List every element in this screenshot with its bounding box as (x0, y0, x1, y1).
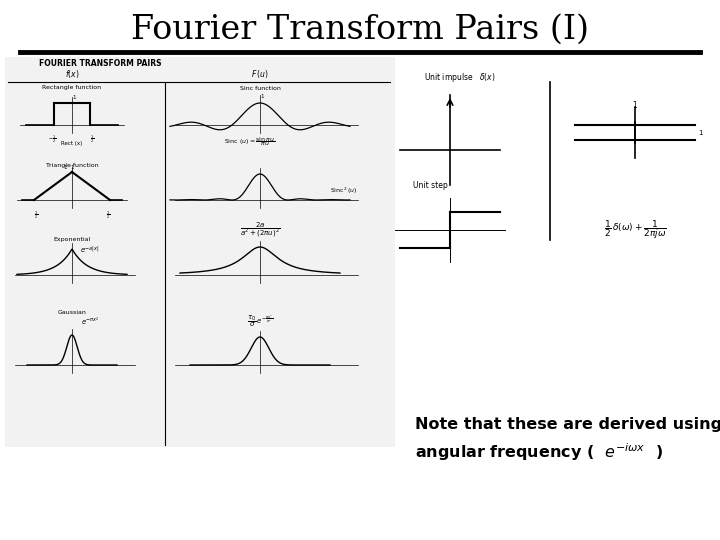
Text: $\dfrac{1}{2}\,\delta(\omega)+\dfrac{1}{2\pi j\omega}$: $\dfrac{1}{2}\,\delta(\omega)+\dfrac{1}{… (603, 219, 666, 241)
Text: 1  1: 1 1 (64, 165, 74, 170)
Text: angular frequency (  $e^{-i\omega x}$  ): angular frequency ( $e^{-i\omega x}$ ) (415, 441, 663, 463)
Text: Rectangle function: Rectangle function (42, 85, 102, 91)
Text: FOURIER TRANSFORM PAIRS: FOURIER TRANSFORM PAIRS (39, 58, 161, 68)
Text: $\frac{1}{2}$: $\frac{1}{2}$ (106, 209, 110, 220)
Text: Unit step: Unit step (413, 180, 447, 190)
Text: $-\frac{1}{2}$: $-\frac{1}{2}$ (48, 133, 56, 145)
Text: $f(x)$: $f(x)$ (65, 68, 79, 80)
Text: $e^{-\pi x^2}$: $e^{-\pi x^2}$ (81, 316, 99, 328)
Text: Sinc $(u)=\dfrac{\sin\pi u}{\pi u}$: Sinc $(u)=\dfrac{\sin\pi u}{\pi u}$ (225, 135, 276, 148)
Text: Triangle function: Triangle function (45, 163, 99, 167)
Text: 1: 1 (633, 100, 637, 110)
Text: Unit impulse   $\delta(x)$: Unit impulse $\delta(x)$ (424, 71, 496, 84)
Text: Rect (x): Rect (x) (61, 141, 83, 146)
Text: Exponential: Exponential (53, 238, 91, 242)
Text: 1: 1 (260, 94, 264, 99)
Text: $e^{-a|x|}$: $e^{-a|x|}$ (81, 244, 99, 255)
Text: Fourier Transform Pairs (I): Fourier Transform Pairs (I) (131, 14, 589, 46)
Bar (5, 57, 395, 447)
Text: $\dfrac{2a}{a^2+(2\pi u)^2}$: $\dfrac{2a}{a^2+(2\pi u)^2}$ (240, 220, 280, 239)
Text: $F\,(u)$: $F\,(u)$ (251, 68, 269, 80)
Text: $\frac{1}{2}$: $\frac{1}{2}$ (90, 133, 94, 145)
Text: Sinc$^2\,(u)$: Sinc$^2\,(u)$ (330, 186, 357, 196)
Text: Gaussian: Gaussian (58, 309, 86, 314)
Text: $\dfrac{\tau_0}{\sigma}\,e^{-\frac{\pi u^2}{\sigma^2}}$: $\dfrac{\tau_0}{\sigma}\,e^{-\frac{\pi u… (247, 314, 273, 329)
Text: Note that these are derived using: Note that these are derived using (415, 417, 720, 433)
Text: Sinc function: Sinc function (240, 85, 280, 91)
Text: 1: 1 (698, 130, 703, 136)
Text: $\frac{1}{2}$: $\frac{1}{2}$ (34, 209, 38, 220)
Text: 1: 1 (72, 95, 76, 100)
